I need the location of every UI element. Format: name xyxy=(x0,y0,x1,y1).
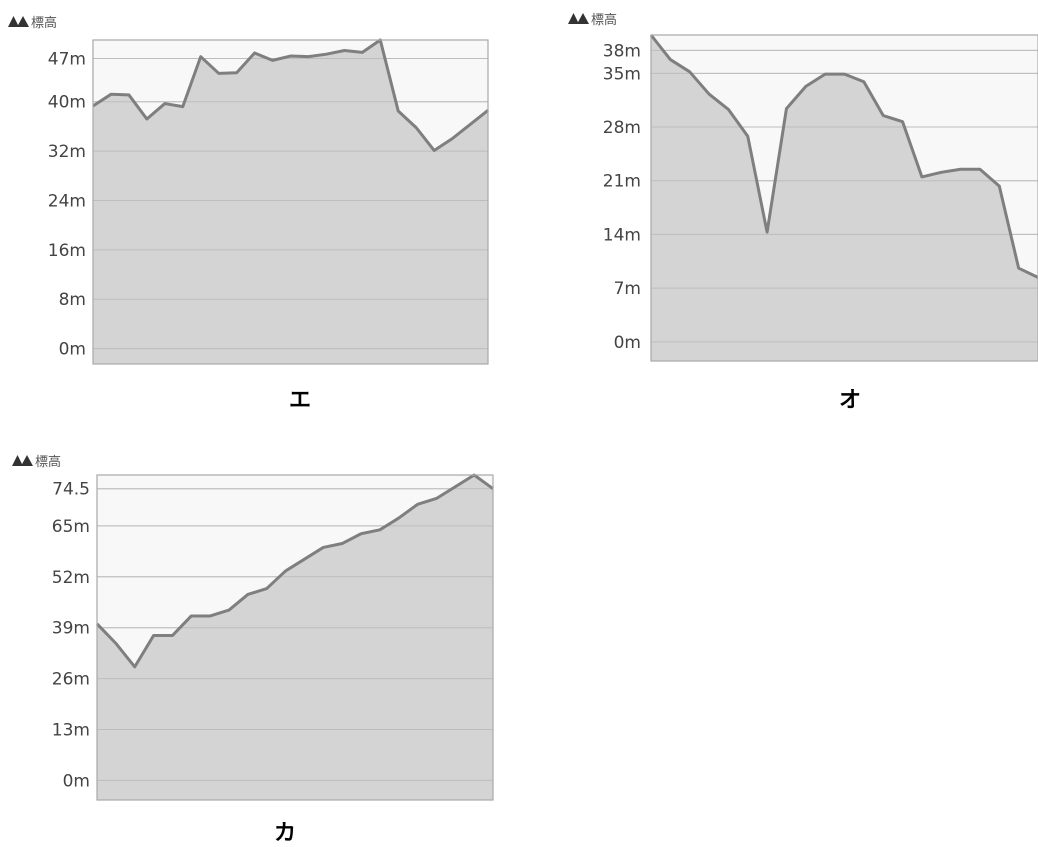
y-tick-label: 13m xyxy=(52,721,90,741)
y-tick-label: 24m xyxy=(48,191,86,211)
y-tick-label: 38m xyxy=(603,41,641,61)
chart-caption: オ xyxy=(820,382,880,414)
y-tick-label: 39m xyxy=(52,619,90,639)
y-tick-label: 26m xyxy=(52,670,90,690)
y-tick-label: 28m xyxy=(603,118,641,138)
elevation-area-chart: 0m 7m 14m 21m 28m 35m 38m xyxy=(560,0,1038,380)
y-tick-label: 0m xyxy=(59,340,86,360)
y-tick-label: 35m xyxy=(603,64,641,84)
y-tick-label: 40m xyxy=(48,93,86,113)
elevation-area-chart: 0m 8m 16m 24m 32m 40m 47m xyxy=(0,0,500,380)
y-tick-label: 0m xyxy=(614,333,641,353)
elevation-area-chart: 0m 13m 26m 39m 52m 65m 74.5 xyxy=(0,440,500,810)
y-tick-label: 16m xyxy=(48,241,86,261)
y-tick-label: 0m xyxy=(63,771,90,791)
y-tick-label: 65m xyxy=(52,517,90,537)
y-tick-label: 52m xyxy=(52,568,90,588)
y-tick-label: 47m xyxy=(48,50,86,70)
y-tick-label: 32m xyxy=(48,142,86,162)
y-tick-label: 7m xyxy=(614,279,641,299)
y-tick-label: 74.5 xyxy=(52,480,90,500)
y-tick-label: 21m xyxy=(603,172,641,192)
chart-caption: カ xyxy=(255,815,315,847)
y-tick-label: 8m xyxy=(59,290,86,310)
chart-caption: エ xyxy=(270,382,330,414)
y-tick-label: 14m xyxy=(603,225,641,245)
